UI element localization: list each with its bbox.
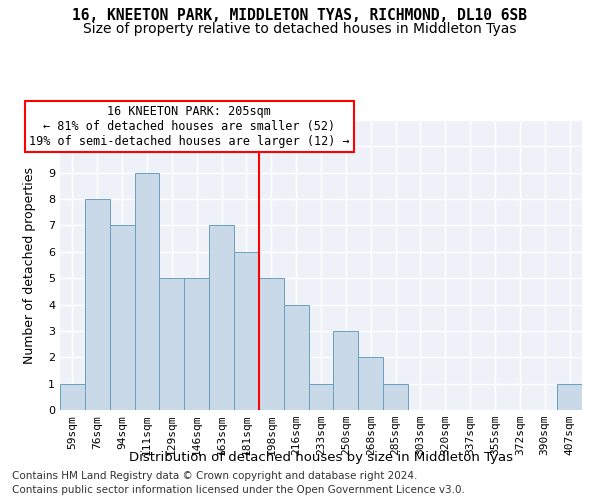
Bar bbox=[134, 172, 160, 410]
Bar bbox=[259, 278, 284, 410]
Text: Contains public sector information licensed under the Open Government Licence v3: Contains public sector information licen… bbox=[12, 485, 465, 495]
Bar bbox=[284, 304, 308, 410]
Text: Contains HM Land Registry data © Crown copyright and database right 2024.: Contains HM Land Registry data © Crown c… bbox=[12, 471, 418, 481]
Bar bbox=[184, 278, 209, 410]
Bar bbox=[85, 199, 110, 410]
Text: 16 KNEETON PARK: 205sqm
← 81% of detached houses are smaller (52)
19% of semi-de: 16 KNEETON PARK: 205sqm ← 81% of detache… bbox=[29, 105, 350, 148]
Y-axis label: Number of detached properties: Number of detached properties bbox=[23, 166, 35, 364]
Bar bbox=[209, 226, 234, 410]
Text: Distribution of detached houses by size in Middleton Tyas: Distribution of detached houses by size … bbox=[129, 451, 513, 464]
Bar bbox=[308, 384, 334, 410]
Bar bbox=[234, 252, 259, 410]
Text: Size of property relative to detached houses in Middleton Tyas: Size of property relative to detached ho… bbox=[83, 22, 517, 36]
Bar bbox=[110, 226, 134, 410]
Text: 16, KNEETON PARK, MIDDLETON TYAS, RICHMOND, DL10 6SB: 16, KNEETON PARK, MIDDLETON TYAS, RICHMO… bbox=[73, 8, 527, 22]
Bar bbox=[60, 384, 85, 410]
Bar bbox=[160, 278, 184, 410]
Bar bbox=[334, 331, 358, 410]
Bar bbox=[557, 384, 582, 410]
Bar bbox=[358, 358, 383, 410]
Bar bbox=[383, 384, 408, 410]
